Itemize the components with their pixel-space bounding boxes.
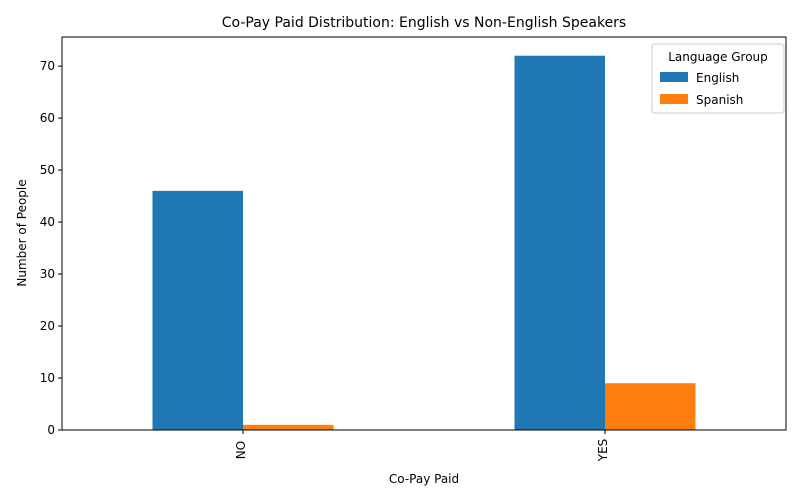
x-tick-label: YES bbox=[596, 439, 610, 463]
legend: Language Group English Spanish bbox=[651, 43, 785, 114]
x-axis-label: Co-Pay Paid bbox=[389, 472, 459, 486]
y-tick-label: 0 bbox=[47, 423, 55, 437]
axes-frame bbox=[61, 36, 787, 431]
legend-swatch-spanish bbox=[660, 94, 688, 104]
legend-swatch-english bbox=[660, 72, 688, 82]
y-tick-label: 70 bbox=[40, 59, 55, 73]
bar-spanish-yes bbox=[605, 383, 696, 430]
chart-title: Co-Pay Paid Distribution: English vs Non… bbox=[222, 15, 626, 31]
bar-english-no bbox=[152, 190, 243, 430]
plot-area: NO YES 0 10 20 30 40 50 60 70 bbox=[40, 36, 787, 463]
y-tick-label: 60 bbox=[40, 111, 55, 125]
legend-label-spanish: Spanish bbox=[696, 93, 743, 107]
y-axis-label: Number of People bbox=[15, 179, 29, 286]
legend-title: Language Group bbox=[668, 50, 768, 64]
y-tick-label: 20 bbox=[40, 319, 55, 333]
x-tick-label: NO bbox=[234, 441, 248, 459]
y-tick-label: 30 bbox=[40, 267, 55, 281]
y-tick-label: 40 bbox=[40, 215, 55, 229]
y-tick-label: 10 bbox=[40, 371, 55, 385]
legend-label-english: English bbox=[696, 71, 739, 85]
bar-english-yes bbox=[514, 55, 605, 430]
bar-spanish-no bbox=[243, 424, 334, 430]
y-tick-label: 50 bbox=[40, 163, 55, 177]
